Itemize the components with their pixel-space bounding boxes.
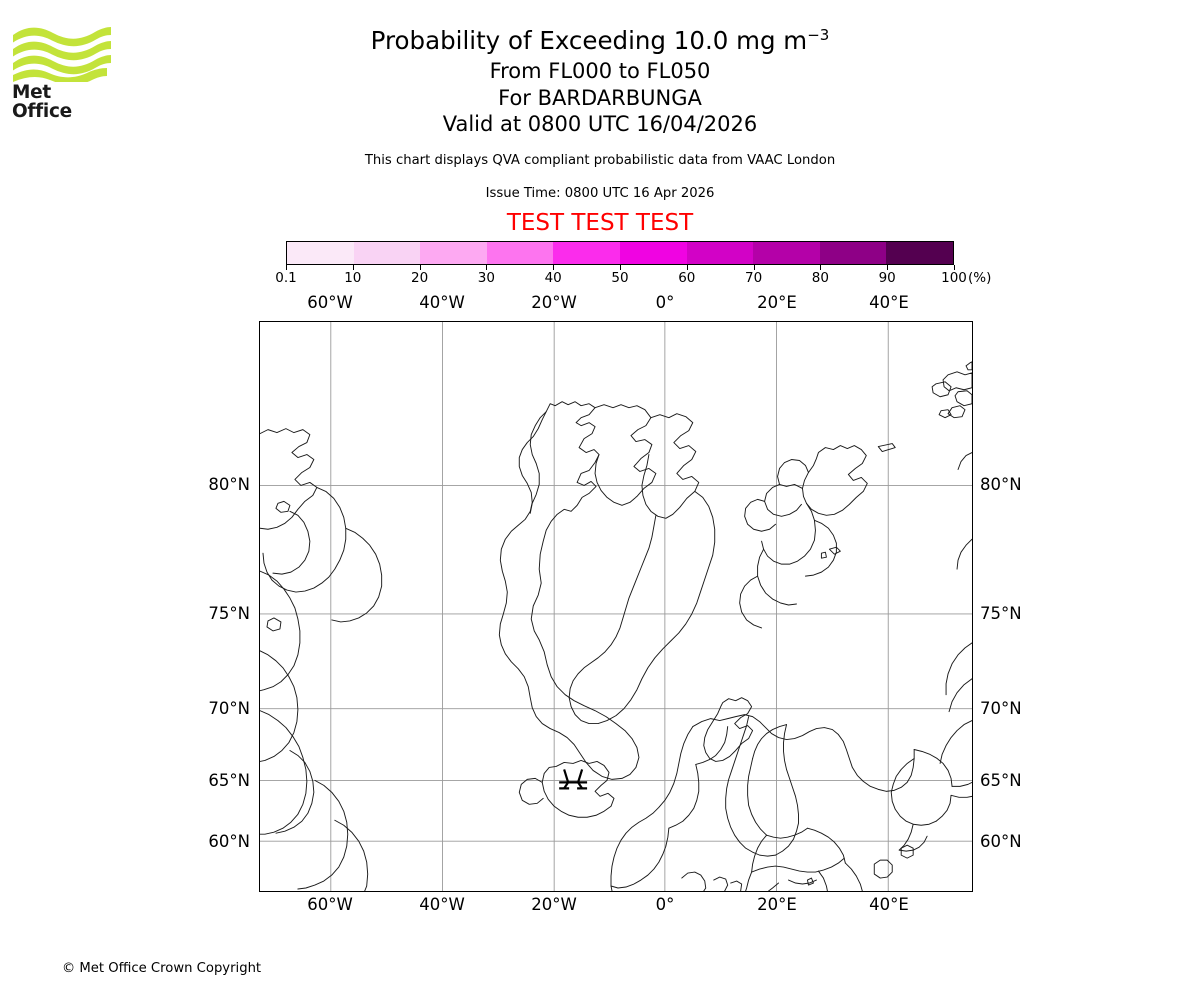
colorbar-swatch-6 [686, 242, 754, 264]
colorbar-tick-label-40: 40 [544, 270, 562, 286]
lon-tick-label-bot-0: 0° [655, 895, 675, 914]
colorbar-tick-mark-6 [686, 265, 688, 270]
lon-tick-label-top-20: 20°E [757, 293, 797, 312]
lat-tick-label-left-65: 65°N [208, 771, 250, 790]
colorbar-tick-label-20: 20 [411, 270, 429, 286]
colorbar-tick-mark-2 [419, 265, 421, 270]
colorbar-swatch-9 [886, 242, 953, 264]
lon-tick-label-top--60: 60°W [307, 293, 353, 312]
lat-tick-label-left-80: 80°N [208, 475, 250, 494]
colorbar-tick-label-0.1: 0.1 [275, 270, 297, 286]
colorbar-tick-label-70: 70 [745, 270, 763, 286]
colorbar-tick-mark-10 [954, 265, 955, 270]
colorbar-tick-mark-9 [887, 265, 889, 270]
colorbar-tick-mark-7 [753, 265, 755, 270]
colorbar-swatch-5 [619, 242, 687, 264]
colorbar-unit-label: (%) [968, 270, 992, 286]
issue-time: Issue Time: 0800 UTC 16 Apr 2026 [485, 185, 715, 201]
colorbar-swatch-8 [819, 242, 887, 264]
colorbar-tick-mark-3 [486, 265, 488, 270]
met-office-logo: Met Office [12, 20, 112, 120]
met-office-wordmark: Met Office [12, 82, 72, 122]
colorbar-tick-label-100: 100 [941, 270, 967, 286]
map-gridlines [260, 322, 972, 891]
colorbar-tick-label-50: 50 [611, 270, 629, 286]
lon-tick-label-bot--40: 40°W [419, 895, 465, 914]
colorbar-swatch-7 [753, 242, 820, 264]
colorbar-tick-mark-1 [352, 265, 354, 270]
lat-tick-label-left-60: 60°N [208, 832, 250, 851]
colorbar-swatch-3 [486, 242, 554, 264]
lon-tick-label-top--20: 20°W [531, 293, 577, 312]
lon-tick-label-bot-40: 40°E [869, 895, 909, 914]
lon-tick-label-top-0: 0° [655, 293, 675, 312]
page-title-text: Probability of Exceeding 10.0 mg m [370, 26, 808, 55]
map-coastlines [260, 361, 972, 891]
lat-tick-label-right-80: 80°N [980, 475, 1022, 494]
page-title: Probability of Exceeding 10.0 mg m−3 [0, 24, 1200, 58]
colorbar-tick-mark-5 [620, 265, 621, 270]
colorbar-swatch-2 [420, 242, 487, 264]
colorbar-swatch-1 [353, 242, 421, 264]
colorbar-tick-label-30: 30 [477, 270, 495, 286]
colorbar-ticks: 0.1 10 20 30 40 50 60 70 80 90 100 [275, 265, 967, 286]
lat-tick-label-right-60: 60°N [980, 832, 1022, 851]
lon-tick-label-bot--60: 60°W [307, 895, 353, 914]
lon-tick-label-bot--20: 20°W [531, 895, 577, 914]
colorbar-tick-label-60: 60 [678, 270, 696, 286]
lat-tick-label-right-70: 70°N [980, 699, 1022, 718]
test-banner: TEST TEST TEST [506, 209, 694, 236]
colorbar: 0.1 10 20 30 40 50 60 70 80 90 100 [275, 241, 967, 286]
colorbar-swatch-4 [553, 242, 620, 264]
colorbar-tick-label-10: 10 [344, 270, 362, 286]
colorbar-gradient [286, 241, 954, 265]
colorbar-tick-mark-4 [553, 265, 555, 270]
colorbar-swatch-0 [287, 242, 354, 264]
title-block: Probability of Exceeding 10.0 mg m−3 Fro… [0, 24, 1200, 237]
page-title-superscript: −3 [807, 25, 830, 44]
flight-level-range: From FL000 to FL050 [489, 59, 711, 83]
lat-tick-label-left-75: 75°N [208, 604, 250, 623]
volcano-marker-bardarbunga [559, 769, 588, 790]
volcano-name: For BARDARBUNGA [498, 85, 702, 110]
colorbar-tick-mark-0 [286, 265, 287, 270]
met-office-wave-icon [13, 27, 111, 82]
map-plot-area[interactable] [259, 321, 973, 892]
lon-tick-label-top--40: 40°W [419, 293, 465, 312]
footer-copyright: © Met Office Crown Copyright [62, 961, 262, 976]
colorbar-tick-mark-8 [820, 265, 822, 270]
colorbar-tick-label-90: 90 [878, 270, 896, 286]
lon-tick-label-bot-20: 20°E [757, 895, 797, 914]
lat-tick-label-right-65: 65°N [980, 771, 1022, 790]
lon-tick-label-top-40: 40°E [869, 293, 909, 312]
qva-note: This chart displays QVA compliant probab… [364, 152, 836, 168]
map-svg [260, 322, 972, 891]
lat-tick-label-right-75: 75°N [980, 604, 1022, 623]
colorbar-tick-label-80: 80 [811, 270, 829, 286]
valid-time: Valid at 0800 UTC 16/04/2026 [442, 112, 758, 136]
lat-tick-label-left-70: 70°N [208, 699, 250, 718]
